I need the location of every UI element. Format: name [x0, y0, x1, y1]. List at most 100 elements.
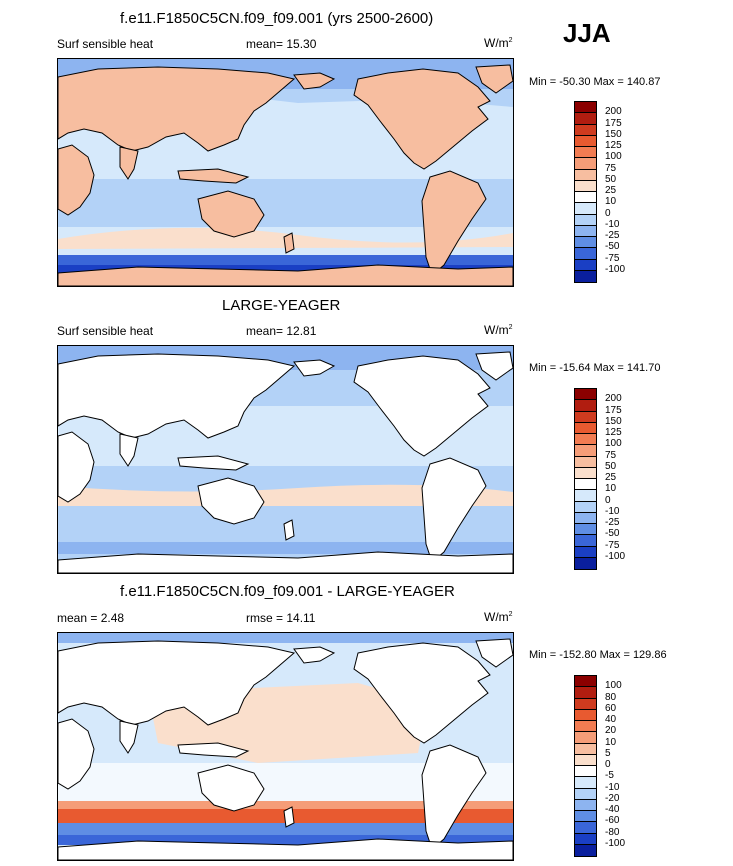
colorbar-swatch	[575, 124, 596, 136]
colorbar-swatch	[575, 456, 596, 468]
continent-outline	[58, 838, 513, 860]
continent-outline	[283, 806, 295, 828]
colorbar-tick-label: 80	[605, 691, 617, 703]
colorbar-swatch	[575, 270, 596, 282]
panel3-rmse-label: rmse = 14.11	[246, 611, 316, 625]
colorbar-tick-label: 125	[605, 140, 622, 151]
colorbar-tick-label: -75	[605, 252, 620, 264]
panel2-map	[57, 345, 514, 574]
continent-outline	[58, 431, 95, 503]
colorbar-tick-label: -60	[605, 815, 620, 827]
colorbar-tick-label: -25	[605, 517, 620, 528]
panel3-colorbar	[574, 675, 597, 857]
colorbar-tick-label: 150	[605, 128, 622, 140]
continent-outline	[421, 170, 487, 276]
colorbar-tick-label: 150	[605, 415, 622, 427]
colorbar-swatch	[575, 743, 596, 755]
continent-outline	[119, 433, 139, 467]
colorbar-tick-label: 10	[605, 736, 617, 748]
colorbar-tick-label: 125	[605, 427, 622, 438]
colorbar-swatch	[575, 788, 596, 800]
colorbar-tick-label: -20	[605, 792, 620, 804]
colorbar-swatch	[575, 467, 596, 479]
colorbar-tick-label: 50	[605, 173, 617, 185]
continent-outline	[58, 353, 296, 439]
colorbar-tick-label: 200	[605, 106, 622, 118]
colorbar-swatch	[575, 490, 596, 502]
colorbar-tick-label: -100	[605, 263, 626, 275]
colorbar-tick-label: 20	[605, 725, 617, 737]
colorbar-swatch	[575, 113, 596, 125]
colorbar-swatch	[575, 698, 596, 710]
colorbar-tick-label: 5	[605, 747, 611, 759]
world-map	[58, 633, 513, 860]
colorbar-tick-label: -50	[605, 241, 620, 253]
continent-outline	[58, 66, 296, 152]
colorbar-tick-label: -100	[605, 837, 626, 849]
colorbar-swatch	[575, 422, 596, 434]
colorbar-swatch	[575, 754, 596, 766]
panel1-title: f.e11.F1850C5CN.f09_f09.001 (yrs 2500-26…	[120, 10, 434, 27]
colorbar-tick-label: 10	[605, 483, 617, 495]
colorbar-tick-label: -25	[605, 230, 620, 241]
colorbar-tick-label: 25	[605, 472, 617, 483]
colorbar-swatch	[575, 259, 596, 271]
world-map	[58, 59, 513, 286]
colorbar-tick-label: 0	[605, 207, 611, 219]
colorbar-tick-label: -10	[605, 218, 620, 230]
colorbar-swatch	[575, 479, 596, 491]
colorbar-swatch	[575, 512, 596, 524]
continent-outline	[119, 720, 139, 754]
panel1-mean-label: mean= 15.30	[246, 37, 317, 51]
continent-outline	[475, 351, 513, 381]
colorbar-tick-label: 75	[605, 449, 617, 461]
continent-outline	[197, 190, 265, 238]
continent-outline	[475, 64, 513, 94]
colorbar-tick-label: 60	[605, 702, 617, 714]
continent-outline	[283, 232, 295, 254]
continent-outline	[58, 144, 95, 216]
panel2-colorbar	[574, 388, 597, 570]
panel1-minmax: Min = -50.30 Max = 140.87	[529, 76, 661, 88]
colorbar-tick-label: -40	[605, 804, 620, 815]
colorbar-tick-label: 100	[605, 438, 622, 450]
continent-outline	[353, 642, 491, 744]
colorbar-swatch	[575, 248, 596, 260]
colorbar-swatch	[575, 135, 596, 147]
colorbar-tick-label: -10	[605, 781, 620, 793]
continent-outline	[293, 646, 336, 664]
season-label: JJA	[563, 18, 611, 48]
colorbar-swatch	[575, 192, 596, 204]
colorbar-swatch	[575, 180, 596, 192]
colorbar-swatch	[575, 766, 596, 778]
colorbar-tick-label: 200	[605, 393, 622, 405]
continent-outline	[353, 355, 491, 457]
continent-outline	[58, 264, 513, 286]
continent-outline	[58, 640, 296, 726]
continent-outline	[475, 638, 513, 668]
continent-outline	[58, 551, 513, 573]
colorbar-tick-label: 10	[605, 196, 617, 208]
colorbar-swatch	[575, 676, 596, 688]
panel2-minmax: Min = -15.64 Max = 141.70	[529, 362, 661, 374]
colorbar-tick-label: 40	[605, 714, 617, 725]
colorbar-swatch	[575, 777, 596, 789]
colorbar-swatch	[575, 389, 596, 401]
colorbar-tick-label: 50	[605, 460, 617, 472]
panel1-units: W/m2	[484, 36, 513, 50]
continent-outline	[353, 68, 491, 170]
colorbar-swatch	[575, 445, 596, 457]
colorbar-tick-label: 0	[605, 759, 611, 770]
panel3-title: f.e11.F1850C5CN.f09_f09.001 - LARGE-YEAG…	[120, 583, 455, 600]
colorbar-swatch	[575, 147, 596, 159]
panel1-map	[57, 58, 514, 287]
colorbar-swatch	[575, 732, 596, 744]
colorbar-swatch	[575, 844, 596, 856]
panel3-map	[57, 632, 514, 861]
panel2-units: W/m2	[484, 323, 513, 337]
colorbar-tick-label: 100	[605, 680, 622, 692]
continent-outline	[421, 457, 487, 563]
colorbar-tick-label: 75	[605, 162, 617, 174]
panel2-title: LARGE-YEAGER	[222, 297, 341, 314]
colorbar-tick-label: 0	[605, 494, 611, 506]
